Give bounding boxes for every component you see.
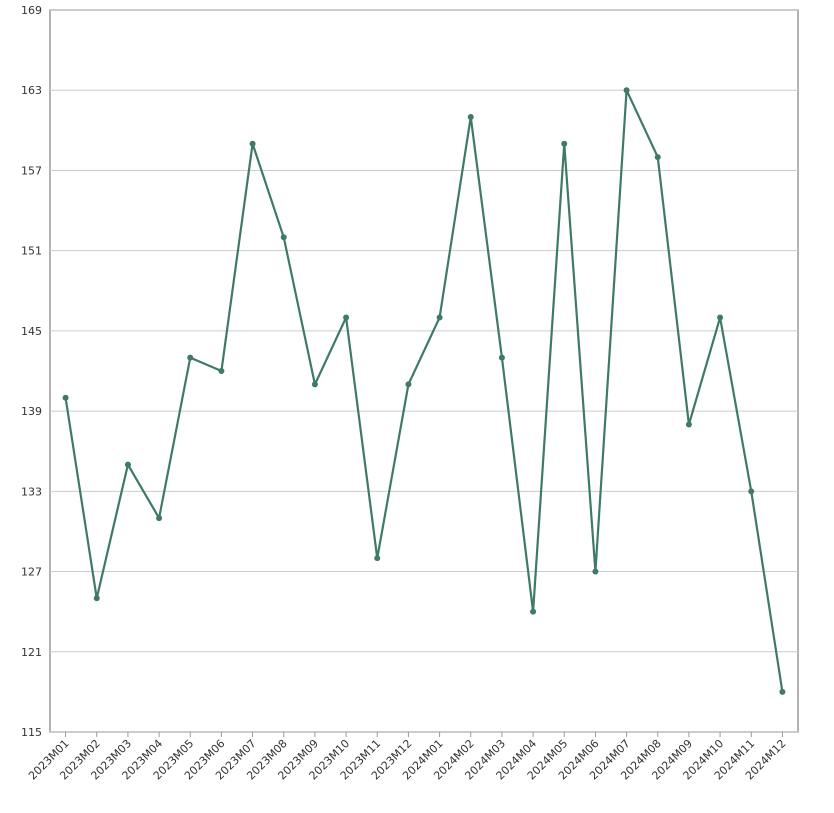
data-line (64, 89, 784, 693)
data-point (124, 461, 131, 468)
y-tick-label: 115 (21, 726, 42, 739)
plot-frame (49, 9, 799, 733)
data-point (249, 140, 256, 147)
data-point (405, 381, 412, 388)
y-tick-label: 163 (21, 84, 42, 97)
data-point (654, 154, 661, 161)
data-point (218, 368, 225, 374)
data-point (498, 354, 505, 361)
data-point (530, 608, 537, 615)
y-tick-label: 127 (21, 566, 42, 579)
data-point (592, 568, 599, 575)
data-point (623, 87, 630, 94)
y-tick-label: 121 (21, 646, 42, 659)
data-point (280, 234, 287, 241)
y-tick-label: 169 (21, 4, 42, 17)
data-point (343, 314, 350, 321)
data-point (374, 555, 381, 562)
data-point (93, 595, 100, 602)
data-point (62, 394, 69, 401)
y-tick-label: 157 (21, 164, 42, 177)
data-point (187, 354, 194, 361)
y-tick-label: 151 (21, 245, 42, 258)
data-point (156, 515, 163, 522)
y-tick-label: 139 (21, 405, 42, 418)
data-point (436, 314, 443, 321)
data-point (311, 381, 318, 388)
data-point (779, 688, 786, 695)
y-tick-label: 133 (21, 485, 42, 498)
data-point (748, 488, 755, 495)
data-point (467, 113, 474, 120)
y-tick-label: 145 (21, 325, 42, 338)
data-point (717, 314, 724, 321)
data-point (561, 140, 568, 147)
data-point (685, 421, 692, 428)
